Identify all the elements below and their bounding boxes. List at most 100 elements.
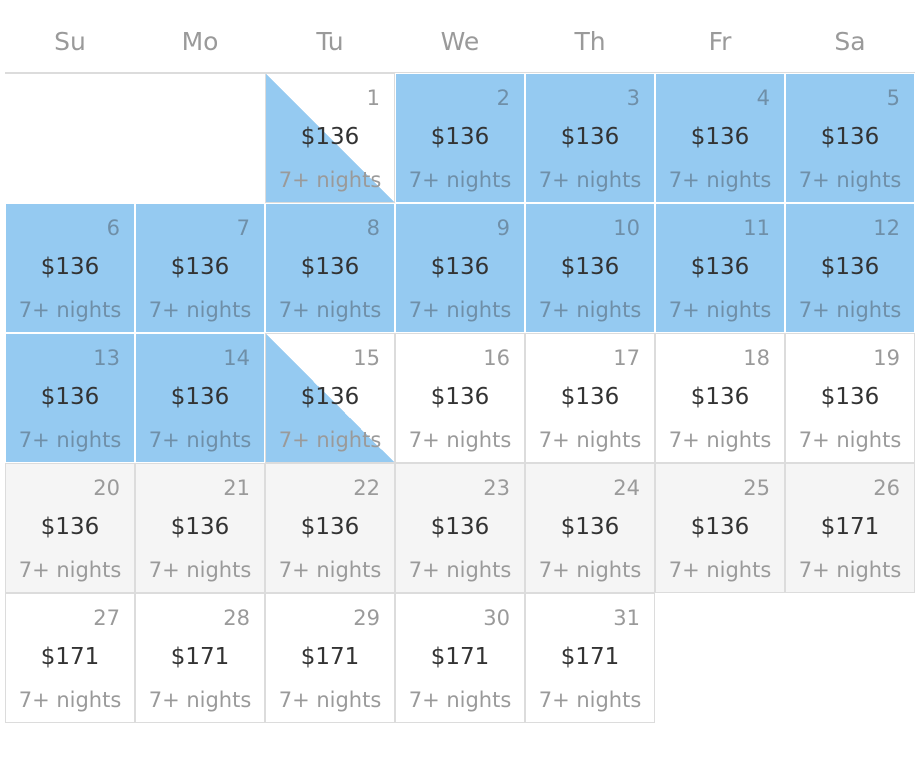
day-number: 31 (613, 606, 640, 630)
day-cell-20[interactable]: 20 $136 7+ nights (5, 463, 135, 593)
calendar: Su Mo Tu We Th Fr Sa 1 $136 7+ nights 2 $136… (5, 0, 915, 723)
day-number: 7 (236, 216, 250, 240)
day-number: 15 (353, 346, 380, 370)
day-cell-23[interactable]: 23 $136 7+ nights (395, 463, 525, 593)
day-cell-13[interactable]: 13 $136 7+ nights (5, 333, 135, 463)
day-cell-12[interactable]: 12 $136 7+ nights (785, 203, 915, 333)
day-number: 24 (613, 476, 640, 500)
weekday-sunday: Su (54, 27, 86, 56)
day-number: 14 (223, 346, 250, 370)
min-nights-label: 7+ nights (538, 428, 642, 452)
day-cell-16[interactable]: 16 $136 7+ nights (395, 333, 525, 463)
day-price: $171 (560, 644, 620, 670)
day-number: 17 (613, 346, 640, 370)
min-nights-label: 7+ nights (148, 558, 252, 582)
day-price: $136 (40, 254, 100, 280)
day-cell-8[interactable]: 8 $136 7+ nights (265, 203, 395, 333)
min-nights-label: 7+ nights (148, 688, 252, 712)
min-nights-label: 7+ nights (18, 298, 122, 322)
day-price: $136 (560, 124, 620, 150)
day-number: 21 (223, 476, 250, 500)
day-cell-22[interactable]: 22 $136 7+ nights (265, 463, 395, 593)
day-cell-18[interactable]: 18 $136 7+ nights (655, 333, 785, 463)
weekday-tuesday: Tu (316, 27, 344, 56)
day-cell-11[interactable]: 11 $136 7+ nights (655, 203, 785, 333)
day-cell-27[interactable]: 27 $171 7+ nights (5, 593, 135, 723)
day-number: 23 (483, 476, 510, 500)
day-price: $136 (560, 384, 620, 410)
day-cell-1[interactable]: 1 $136 7+ nights (265, 73, 395, 203)
day-cell-30[interactable]: 30 $171 7+ nights (395, 593, 525, 723)
day-price: $136 (690, 254, 750, 280)
min-nights-label: 7+ nights (668, 168, 772, 192)
day-price: $136 (430, 384, 490, 410)
day-price: $136 (300, 254, 360, 280)
weekday-wednesday: We (440, 27, 480, 56)
min-nights-label: 7+ nights (408, 298, 512, 322)
day-cell-9[interactable]: 9 $136 7+ nights (395, 203, 525, 333)
day-cell-2[interactable]: 2 $136 7+ nights (395, 73, 525, 203)
day-cell-14[interactable]: 14 $136 7+ nights (135, 333, 265, 463)
day-number: 8 (366, 216, 380, 240)
day-number: 2 (496, 86, 510, 110)
day-cell-31[interactable]: 31 $171 7+ nights (525, 593, 655, 723)
min-nights-label: 7+ nights (408, 428, 512, 452)
day-price: $136 (40, 384, 100, 410)
day-price: $136 (820, 384, 880, 410)
day-cell-24[interactable]: 24 $136 7+ nights (525, 463, 655, 593)
day-cell-10[interactable]: 10 $136 7+ nights (525, 203, 655, 333)
day-price: $136 (560, 254, 620, 280)
day-price: $171 (40, 644, 100, 670)
day-cell-21[interactable]: 21 $136 7+ nights (135, 463, 265, 593)
day-cell-3[interactable]: 3 $136 7+ nights (525, 73, 655, 203)
day-cell-28[interactable]: 28 $171 7+ nights (135, 593, 265, 723)
day-price: $171 (820, 514, 880, 540)
day-cell-6[interactable]: 6 $136 7+ nights (5, 203, 135, 333)
day-number: 4 (756, 86, 770, 110)
min-nights-label: 7+ nights (668, 558, 772, 582)
min-nights-label: 7+ nights (408, 558, 512, 582)
min-nights-label: 7+ nights (278, 168, 382, 192)
min-nights-label: 7+ nights (798, 558, 902, 582)
day-number: 16 (483, 346, 510, 370)
day-price: $136 (430, 254, 490, 280)
min-nights-label: 7+ nights (798, 298, 902, 322)
min-nights-label: 7+ nights (798, 168, 902, 192)
day-cell-4[interactable]: 4 $136 7+ nights (655, 73, 785, 203)
day-cell-7[interactable]: 7 $136 7+ nights (135, 203, 265, 333)
day-number: 19 (873, 346, 900, 370)
min-nights-label: 7+ nights (408, 168, 512, 192)
weekday-thursday: Th (574, 27, 606, 56)
day-cell-15[interactable]: 15 $136 7+ nights (265, 333, 395, 463)
day-number: 3 (626, 86, 640, 110)
min-nights-label: 7+ nights (18, 688, 122, 712)
day-number: 1 (366, 86, 380, 110)
min-nights-label: 7+ nights (538, 688, 642, 712)
day-price: $136 (430, 124, 490, 150)
day-cell-26[interactable]: 26 $171 7+ nights (785, 463, 915, 593)
min-nights-label: 7+ nights (798, 428, 902, 452)
min-nights-label: 7+ nights (148, 428, 252, 452)
min-nights-label: 7+ nights (538, 298, 642, 322)
day-number: 9 (496, 216, 510, 240)
day-number: 29 (353, 606, 380, 630)
day-cell-29[interactable]: 29 $171 7+ nights (265, 593, 395, 723)
day-cell-5[interactable]: 5 $136 7+ nights (785, 73, 915, 203)
day-number: 22 (353, 476, 380, 500)
min-nights-label: 7+ nights (278, 298, 382, 322)
day-cell-19[interactable]: 19 $136 7+ nights (785, 333, 915, 463)
day-price: $171 (430, 644, 490, 670)
weekday-friday: Fr (708, 27, 732, 56)
day-price: $136 (560, 514, 620, 540)
min-nights-label: 7+ nights (538, 168, 642, 192)
day-cell-25[interactable]: 25 $136 7+ nights (655, 463, 785, 593)
day-cell-17[interactable]: 17 $136 7+ nights (525, 333, 655, 463)
day-price: $136 (170, 384, 230, 410)
day-price: $136 (820, 124, 880, 150)
day-number: 18 (743, 346, 770, 370)
weekday-header: Su Mo Tu We Th Fr Sa (5, 0, 915, 74)
day-number: 26 (873, 476, 900, 500)
day-price: $136 (690, 514, 750, 540)
min-nights-label: 7+ nights (538, 558, 642, 582)
day-price: $136 (690, 124, 750, 150)
